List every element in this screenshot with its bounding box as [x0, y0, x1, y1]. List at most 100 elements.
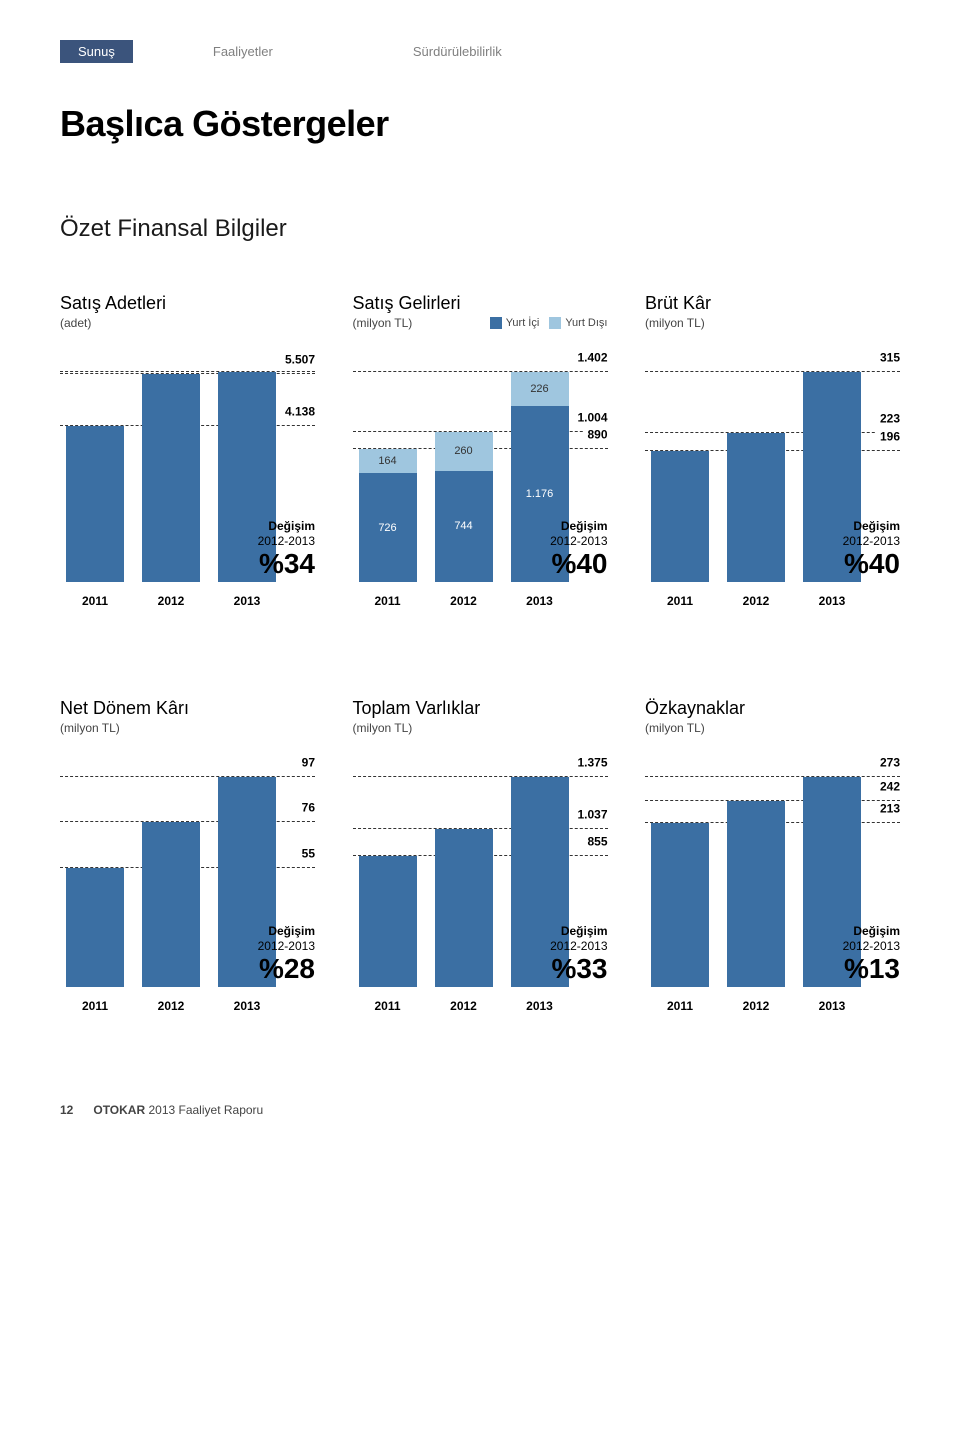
x-axis-labels: 201120122013: [60, 999, 315, 1013]
change-value: %40: [843, 548, 900, 580]
panel-total-assets: Toplam Varlıklar(milyon TL)1.3751.037855…: [353, 698, 608, 1013]
charts-row-2: Net Dönem Kârı(milyon TL)977655201120122…: [60, 698, 900, 1013]
panel-sales-units: Satış Adetleri(adet)5.5545.5074.13820112…: [60, 293, 315, 608]
change-box: Değişim2012-2013%13: [843, 924, 900, 985]
panel-unit-row: (milyon TL): [60, 721, 315, 735]
page-footer: 12 OTOKAR 2013 Faaliyet Raporu: [60, 1103, 900, 1117]
tab-activities[interactable]: Faaliyetler: [213, 44, 273, 59]
panel-equity: Özkaynaklar(milyon TL)273242213201120122…: [645, 698, 900, 1013]
x-axis-year: 2012: [435, 999, 493, 1013]
x-axis-year: 2012: [727, 999, 785, 1013]
change-value: %13: [843, 953, 900, 985]
bar: [435, 829, 493, 987]
panel-unit: (adet): [60, 316, 91, 330]
x-axis-year: 2011: [66, 594, 124, 608]
chart-area: 5.5545.5074.138201120122013Değişim2012-2…: [60, 348, 315, 608]
bar-bottom-value: 726: [359, 522, 417, 534]
panel-unit-row: (milyon TL)Yurt İçiYurt Dışı: [353, 316, 608, 330]
chart-area: 1.4021.0048901647262607442261.1762011201…: [353, 348, 608, 608]
bar-segment: [359, 856, 417, 987]
chart-area: 315223196201120122013Değişim2012-2013%40: [645, 348, 900, 608]
x-axis-year: 2011: [66, 999, 124, 1013]
panel-unit-row: (milyon TL): [645, 316, 900, 330]
bar: [66, 868, 124, 987]
change-box: Değişim2012-2013%34: [258, 519, 315, 580]
change-label: Değişim: [550, 924, 607, 938]
bar: [727, 433, 785, 582]
bar-top-value: 260: [435, 445, 493, 457]
change-range: 2012-2013: [258, 939, 315, 953]
change-label: Değişim: [843, 519, 900, 533]
change-value: %33: [550, 953, 607, 985]
top-tabs: Sunuş Faaliyetler Sürdürülebilirlik: [60, 40, 900, 63]
legend-swatch-foreign: [549, 317, 561, 329]
change-box: Değişim2012-2013%28: [258, 924, 315, 985]
change-range: 2012-2013: [550, 534, 607, 548]
bar-segment: [142, 822, 200, 987]
bar-top-value: 164: [359, 455, 417, 467]
change-label: Değişim: [550, 519, 607, 533]
x-axis-year: 2011: [651, 999, 709, 1013]
x-axis-year: 2013: [803, 594, 861, 608]
x-axis-labels: 2011 2012 2013: [353, 594, 608, 608]
x-axis-labels: 201120122013: [60, 594, 315, 608]
panel-unit: (milyon TL): [353, 721, 413, 735]
panel-sales-revenue: Satış Gelirleri (milyon TL)Yurt İçiYurt D…: [353, 293, 608, 608]
bar: [142, 374, 200, 582]
bar: [727, 801, 785, 987]
change-box: Değişim2012-2013%33: [550, 924, 607, 985]
change-range: 2012-2013: [843, 534, 900, 548]
x-axis-year: 2011: [359, 594, 417, 608]
x-axis-year: 2012: [142, 999, 200, 1013]
panel-unit: (milyon TL): [60, 721, 120, 735]
panel-title: Net Dönem Kârı: [60, 698, 315, 719]
x-axis-labels: 2011 2012 2013: [353, 999, 608, 1013]
change-value: %28: [258, 953, 315, 985]
panel-unit-row: (adet): [60, 316, 315, 330]
bar-top-value: 226: [511, 383, 569, 395]
bar: [66, 426, 124, 582]
legend-swatch-domestic: [490, 317, 502, 329]
bar-bottom-value: 1.176: [511, 488, 569, 500]
x-axis-year: 2011: [359, 999, 417, 1013]
x-axis-labels: 2011 2012 2013: [645, 594, 900, 608]
bar: [359, 856, 417, 987]
x-axis-year: 2011: [651, 594, 709, 608]
x-axis-year: 2013: [511, 999, 569, 1013]
bar-segment: [142, 374, 200, 582]
panel-title: Toplam Varlıklar: [353, 698, 608, 719]
bar-segment: [727, 801, 785, 987]
change-value: %40: [550, 548, 607, 580]
chart-area: 977655201120122013Değişim2012-2013%28: [60, 753, 315, 1013]
bar: [651, 451, 709, 582]
bar-segment: [727, 433, 785, 582]
bar-segment: [651, 451, 709, 582]
chart-legend: Yurt İçiYurt Dışı: [480, 317, 608, 329]
change-box: Değişim2012-2013%40: [843, 519, 900, 580]
bar-bottom-value: 744: [435, 520, 493, 532]
change-range: 2012-2013: [258, 534, 315, 548]
change-label: Değişim: [258, 519, 315, 533]
tab-active[interactable]: Sunuş: [60, 40, 133, 63]
change-range: 2012-2013: [550, 939, 607, 953]
x-axis-labels: 201120122013: [645, 999, 900, 1013]
bar-segment: [651, 823, 709, 987]
bar-segment: [66, 868, 124, 987]
page-number: 12: [60, 1103, 73, 1117]
tab-sustainability[interactable]: Sürdürülebilirlik: [413, 44, 502, 59]
change-label: Değişim: [843, 924, 900, 938]
change-value: %34: [258, 548, 315, 580]
footer-text: OTOKAR 2013 Faaliyet Raporu: [93, 1103, 263, 1117]
panel-title: Satış Gelirleri: [353, 293, 608, 314]
panel-title: Satış Adetleri: [60, 293, 315, 314]
x-axis-year: 2012: [727, 594, 785, 608]
bar: [142, 822, 200, 987]
charts-row-1: Satış Adetleri(adet)5.5545.5074.13820112…: [60, 293, 900, 608]
change-box: Değişim2012-2013%40: [550, 519, 607, 580]
chart-area: 1.3751.037855201120122013Değişim2012-201…: [353, 753, 608, 1013]
page-subtitle: Özet Finansal Bilgiler: [60, 215, 900, 243]
change-label: Değişim: [258, 924, 315, 938]
panel-net-profit: Net Dönem Kârı(milyon TL)977655201120122…: [60, 698, 315, 1013]
x-axis-year: 2012: [435, 594, 493, 608]
x-axis-year: 2013: [511, 594, 569, 608]
